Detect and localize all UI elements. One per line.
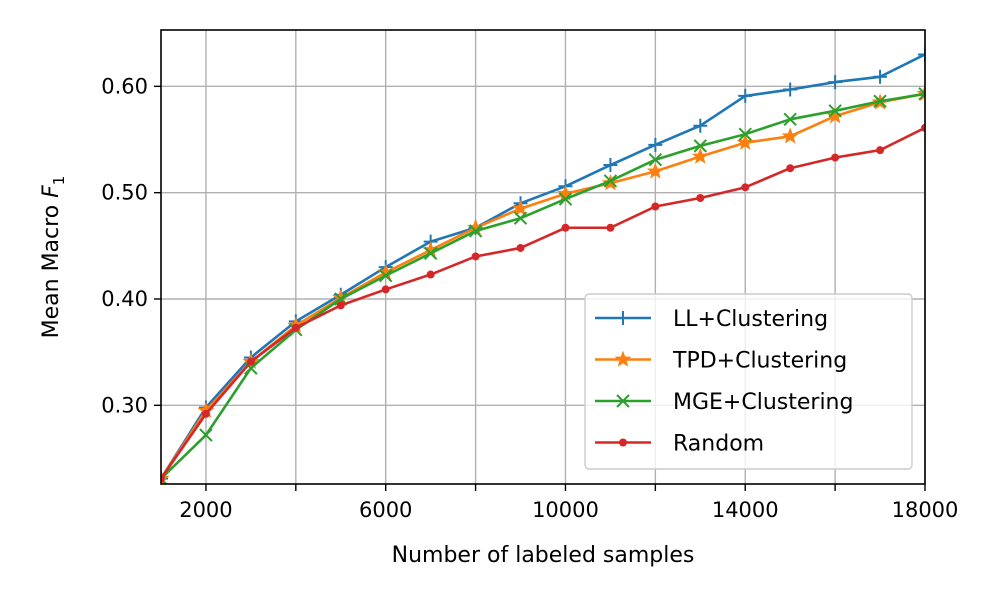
data-point-mge-clustering <box>783 112 797 127</box>
x-tick-label: 6000 <box>359 498 412 522</box>
data-point-random <box>381 285 390 294</box>
legend-item-ll-clustering: LL+Clustering <box>595 307 828 332</box>
data-point-random <box>741 183 750 192</box>
series-mge-clustering <box>161 87 925 484</box>
x-tick-label: 10000 <box>532 498 599 522</box>
data-point-random <box>561 223 570 232</box>
series-line-ll-clustering <box>161 53 925 480</box>
data-point-random <box>696 193 705 202</box>
y-axis-label: Mean Macro F1 <box>39 176 68 339</box>
data-point-ll-clustering <box>648 137 663 152</box>
data-point-mge-clustering <box>918 87 925 101</box>
legend-item-random: Random <box>595 432 764 457</box>
data-point-ll-clustering <box>693 118 708 133</box>
legend-item-tpd-clustering: TPD+Clustering <box>595 349 847 374</box>
data-point-mge-clustering <box>244 361 258 375</box>
data-point-mge-clustering <box>603 174 618 188</box>
data-point-random <box>336 301 345 310</box>
series-random <box>161 123 925 483</box>
legend-marker <box>619 438 627 447</box>
data-point-random <box>291 323 300 332</box>
data-point-mge-clustering <box>423 246 438 260</box>
data-point-random <box>831 153 840 162</box>
y-axis-label-variable: F <box>39 185 64 198</box>
data-point-ll-clustering <box>828 75 843 90</box>
axis-ticks: 2000 6000 10000 14000 18000 0.30 0.40 0.50 0.60 <box>101 74 958 522</box>
x-tick-label: 18000 <box>892 498 959 522</box>
data-point-tpd-clustering <box>691 147 709 164</box>
data-point-ll-clustering <box>738 88 753 103</box>
data-point-mge-clustering <box>558 192 573 206</box>
data-point-random <box>201 409 210 418</box>
data-point-mge-clustering <box>378 268 393 283</box>
data-point-random <box>426 270 435 279</box>
legend-label: LL+Clustering <box>673 307 828 332</box>
x-tick-label: 2000 <box>179 498 232 522</box>
data-point-random <box>786 164 795 173</box>
data-point-random <box>606 223 615 232</box>
data-point-mge-clustering <box>513 211 528 225</box>
data-point-random <box>471 252 480 261</box>
y-axis-label-main: Mean Macro <box>39 198 64 339</box>
legend-marker <box>614 350 632 367</box>
data-point-random <box>161 474 165 483</box>
data-point-random <box>921 123 925 132</box>
legend-box <box>584 293 913 470</box>
legend-item-mge-clustering: MGE+Clustering <box>595 390 853 415</box>
y-axis-label-subscript: 1 <box>50 176 68 186</box>
y-tick-label: 0.40 <box>101 287 148 311</box>
y-tick-label: 0.30 <box>101 393 148 417</box>
plot-frame <box>160 29 926 485</box>
data-point-tpd-clustering <box>781 127 799 144</box>
data-point-ll-clustering <box>783 82 798 97</box>
data-point-mge-clustering <box>648 153 663 167</box>
legend: LL+Clustering TPD+Clustering MGE+Clusterin… <box>584 293 913 470</box>
legend-label: Random <box>673 432 764 457</box>
legend-marker <box>616 394 630 408</box>
data-point-mge-clustering <box>828 104 842 118</box>
legend-label: TPD+Clustering <box>672 349 847 374</box>
data-point-ll-clustering <box>918 47 925 62</box>
y-tick-label: 0.50 <box>101 181 148 205</box>
data-point-mge-clustering <box>873 94 887 108</box>
series-lines <box>161 47 925 484</box>
data-point-tpd-clustering <box>556 184 574 201</box>
data-point-random <box>876 146 885 155</box>
data-point-mge-clustering <box>738 127 752 141</box>
x-tick-label: 14000 <box>712 498 779 522</box>
data-point-ll-clustering <box>603 158 618 173</box>
data-point-tpd-clustering <box>826 107 844 124</box>
legend-label: MGE+Clustering <box>673 390 853 415</box>
data-point-mge-clustering <box>468 224 483 238</box>
data-point-random <box>651 202 660 211</box>
series-line-random <box>161 126 925 480</box>
data-point-mge-clustering <box>693 139 708 153</box>
data-point-tpd-clustering <box>646 162 664 179</box>
legend-marker <box>616 311 630 325</box>
y-tick-label: 0.60 <box>101 74 148 98</box>
data-point-random <box>246 357 255 366</box>
data-point-mge-clustering <box>199 428 213 442</box>
series-line-tpd-clustering <box>161 92 925 480</box>
x-axis-label: Number of labeled samples <box>392 543 695 568</box>
data-point-tpd-clustering <box>512 199 530 216</box>
series-line-mge-clustering <box>161 92 925 480</box>
data-point-random <box>516 243 525 252</box>
data-point-ll-clustering <box>873 69 888 84</box>
